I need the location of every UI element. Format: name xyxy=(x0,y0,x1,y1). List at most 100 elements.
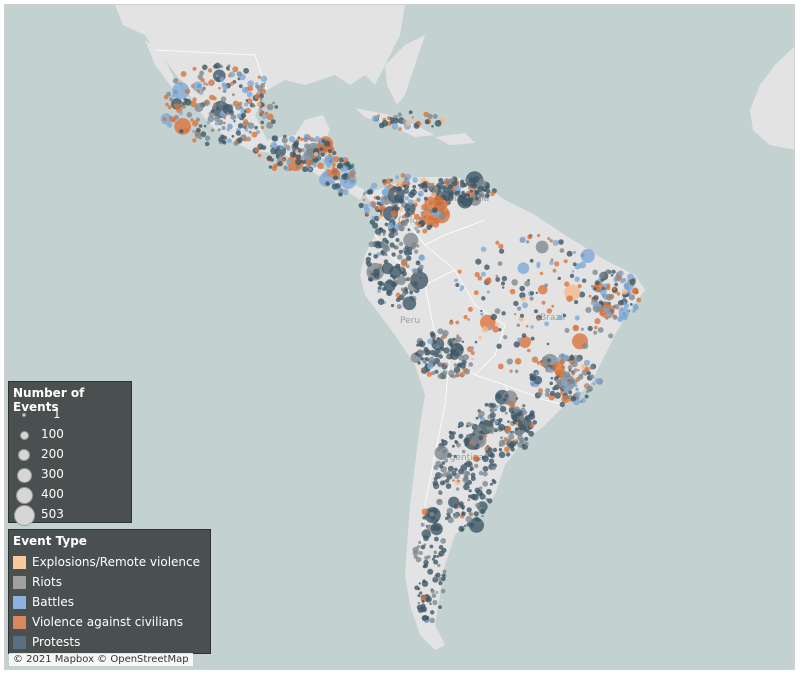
event-marker-battles[interactable] xyxy=(381,201,385,205)
event-marker-riots[interactable] xyxy=(432,113,438,119)
event-marker-violence[interactable] xyxy=(211,128,215,132)
event-marker-violence[interactable] xyxy=(232,100,239,107)
event-marker-violence[interactable] xyxy=(463,315,468,320)
event-marker-battles[interactable] xyxy=(286,146,291,151)
event-marker-riots[interactable] xyxy=(166,91,172,97)
event-marker-protests[interactable] xyxy=(484,402,489,407)
event-marker-protests[interactable] xyxy=(425,616,430,620)
event-marker-protests[interactable] xyxy=(235,130,241,136)
event-marker-protests[interactable] xyxy=(453,467,458,472)
event-marker-battles[interactable] xyxy=(517,337,522,342)
event-marker-explosions[interactable] xyxy=(471,357,474,361)
event-marker-protests[interactable] xyxy=(369,219,375,225)
event-marker-protests[interactable] xyxy=(475,258,482,265)
event-marker-protests[interactable] xyxy=(434,536,439,542)
event-marker-protests[interactable] xyxy=(384,222,389,227)
event-marker-protests[interactable] xyxy=(562,313,567,318)
event-marker-riots[interactable] xyxy=(478,410,485,418)
event-marker-riots[interactable] xyxy=(545,388,551,393)
event-marker-protests[interactable] xyxy=(519,292,526,299)
event-marker-battles[interactable] xyxy=(402,119,407,124)
event-marker-riots[interactable] xyxy=(564,328,570,333)
event-marker-violence[interactable] xyxy=(504,446,510,453)
event-marker-riots[interactable] xyxy=(381,241,387,248)
event-marker-protests[interactable] xyxy=(498,451,506,459)
event-marker-protests[interactable] xyxy=(447,184,454,190)
event-marker-riots[interactable] xyxy=(522,410,528,415)
event-marker-riots[interactable] xyxy=(194,132,201,139)
event-marker-riots[interactable] xyxy=(247,122,255,129)
event-marker-protests[interactable] xyxy=(215,106,220,111)
event-marker-protests[interactable] xyxy=(320,152,325,157)
event-marker-protests[interactable] xyxy=(408,110,413,115)
event-marker-violence[interactable] xyxy=(527,234,532,240)
event-marker-battles[interactable] xyxy=(371,115,379,122)
event-marker-protests[interactable] xyxy=(423,535,429,542)
event-marker-violence[interactable] xyxy=(243,119,249,125)
event-marker-protests[interactable] xyxy=(569,273,575,279)
event-marker-riots[interactable] xyxy=(592,269,598,275)
event-marker-violence[interactable] xyxy=(223,116,227,120)
event-marker-protests[interactable] xyxy=(587,325,593,332)
event-marker-violence[interactable] xyxy=(257,153,262,158)
event-marker-protests[interactable] xyxy=(572,262,577,267)
event-marker-violence[interactable] xyxy=(472,455,480,462)
event-marker-violence[interactable] xyxy=(594,325,598,330)
event-marker-protests[interactable] xyxy=(549,390,556,396)
event-marker-protests[interactable] xyxy=(534,309,538,314)
event-marker-protests[interactable] xyxy=(474,446,478,450)
event-marker-riots[interactable] xyxy=(424,208,428,211)
event-marker-violence[interactable] xyxy=(572,324,580,332)
event-marker-protests[interactable] xyxy=(525,429,530,434)
event-marker-battles[interactable] xyxy=(349,180,354,185)
event-marker-riots[interactable] xyxy=(585,307,592,313)
event-marker-battles[interactable] xyxy=(258,107,263,111)
event-marker-violence[interactable] xyxy=(538,388,543,393)
event-marker-riots[interactable] xyxy=(481,514,485,518)
event-marker-protests[interactable] xyxy=(488,458,495,464)
event-marker-protests[interactable] xyxy=(443,347,450,354)
event-marker-battles[interactable] xyxy=(228,113,232,116)
event-marker-protests[interactable] xyxy=(337,162,344,169)
event-marker-violence[interactable] xyxy=(539,271,544,276)
event-marker-protests[interactable] xyxy=(569,355,575,361)
event-marker-protests[interactable] xyxy=(238,84,243,89)
event-marker-riots[interactable] xyxy=(220,96,227,102)
event-marker-riots[interactable] xyxy=(582,342,589,350)
event-marker-violence[interactable] xyxy=(433,217,440,225)
event-marker-riots[interactable] xyxy=(304,143,310,149)
event-marker-protests[interactable] xyxy=(422,181,427,186)
event-marker-riots[interactable] xyxy=(420,522,425,527)
event-marker-battles[interactable] xyxy=(227,138,232,143)
event-marker-violence[interactable] xyxy=(165,102,169,107)
event-marker-riots[interactable] xyxy=(471,423,475,427)
event-marker-battles[interactable] xyxy=(288,136,296,143)
event-marker-violence[interactable] xyxy=(376,206,380,210)
event-marker-riots[interactable] xyxy=(526,240,530,244)
event-marker-riots[interactable] xyxy=(439,473,444,478)
event-marker-explosions[interactable] xyxy=(434,338,438,341)
event-marker-riots[interactable] xyxy=(544,283,548,288)
event-marker-protests[interactable] xyxy=(489,412,496,419)
event-marker-protests[interactable] xyxy=(598,300,604,305)
event-marker-violence[interactable] xyxy=(549,239,553,243)
event-marker-riots[interactable] xyxy=(478,191,485,198)
event-marker-protests[interactable] xyxy=(261,145,267,151)
event-marker-protests[interactable] xyxy=(455,283,460,287)
event-marker-protests[interactable] xyxy=(444,195,450,202)
event-marker-battles[interactable] xyxy=(178,110,183,115)
event-marker-protests[interactable] xyxy=(421,599,425,603)
event-marker-protests[interactable] xyxy=(458,525,465,532)
event-marker-battles[interactable] xyxy=(480,312,484,316)
event-marker-riots[interactable] xyxy=(398,224,405,232)
event-marker-protests[interactable] xyxy=(468,489,472,493)
event-marker-battles[interactable] xyxy=(454,278,458,283)
event-marker-protests[interactable] xyxy=(489,482,493,486)
event-marker-riots[interactable] xyxy=(221,126,226,130)
event-marker-riots[interactable] xyxy=(478,470,484,476)
event-marker-riots[interactable] xyxy=(503,335,508,340)
event-marker-violence[interactable] xyxy=(167,105,172,110)
event-marker-riots[interactable] xyxy=(559,248,565,254)
event-marker-violence[interactable] xyxy=(200,78,205,83)
event-marker-protests[interactable] xyxy=(274,105,279,109)
